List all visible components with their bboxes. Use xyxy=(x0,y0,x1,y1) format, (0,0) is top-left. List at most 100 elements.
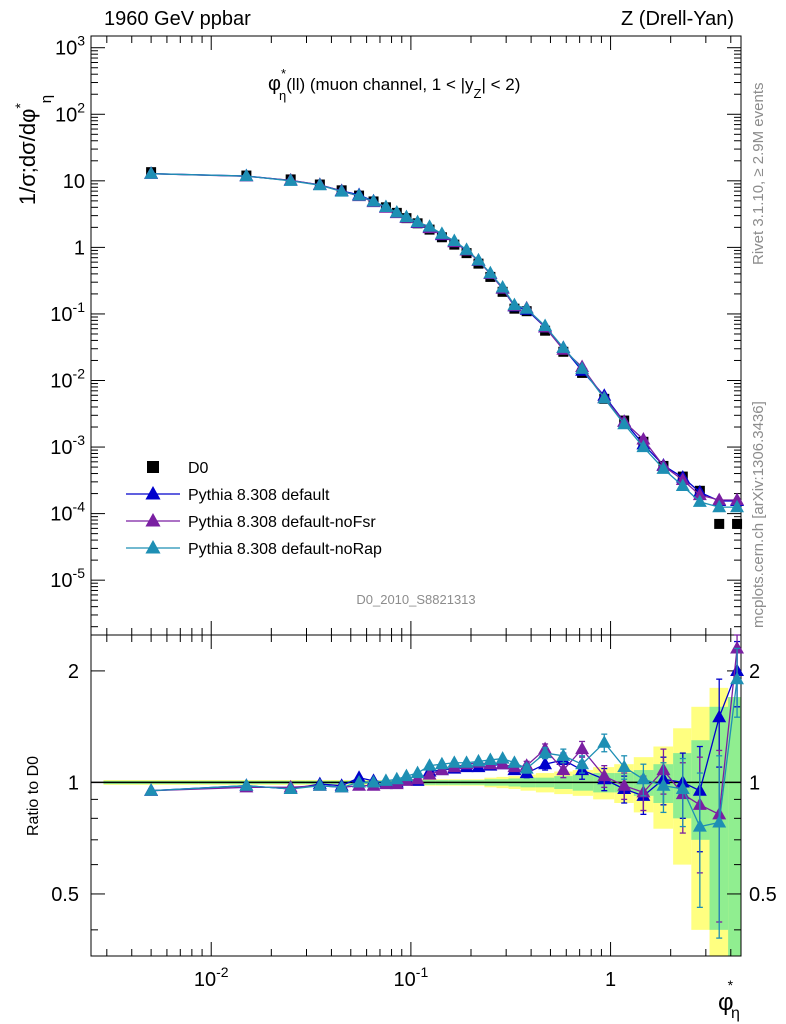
header-left: 1960 GeV ppbar xyxy=(104,8,251,30)
ratio-point xyxy=(434,756,449,770)
y-tick-label: 10-2 xyxy=(50,365,85,392)
series-mc-3 xyxy=(144,166,745,513)
ratio-y-tick-label-right: 0.5 xyxy=(749,884,777,906)
legend-label: Pythia 8.308 default-noFsr xyxy=(188,514,376,531)
data-point xyxy=(712,492,727,506)
y-tick-label: 10 xyxy=(63,171,85,193)
data-point xyxy=(538,318,553,331)
data-point xyxy=(636,439,651,453)
data-point xyxy=(366,194,381,207)
data-point xyxy=(447,233,462,246)
ratio-y-axis-ticks: 0.5 0.5 1 1 2 2 xyxy=(51,661,777,931)
legend-marker xyxy=(145,539,161,554)
ratio-point xyxy=(283,781,298,795)
x-tick-label: 10-1 xyxy=(394,964,429,991)
series-line xyxy=(151,173,738,508)
data-point xyxy=(495,280,510,293)
ratio-point xyxy=(389,771,404,785)
legend-label: Pythia 8.308 default-noRap xyxy=(188,541,382,558)
data-point xyxy=(575,361,590,374)
ratio-y-axis-title: Ratio to D0 xyxy=(25,756,42,836)
data-point xyxy=(483,265,498,279)
ratio-y-tick-label-left: 1 xyxy=(68,772,79,794)
x-axis-ticks: 10-2 10-1 1 xyxy=(106,36,732,991)
y-axis-title: 1/σ;dσ/dφ*η xyxy=(12,95,55,205)
legend: D0 Pythia 8.308 default Pythia 8.308 defau… xyxy=(126,460,382,558)
data-point xyxy=(636,432,651,445)
ratio-point xyxy=(730,640,745,654)
data-point xyxy=(656,461,671,474)
data-point xyxy=(334,184,349,197)
ratio-point xyxy=(597,735,612,748)
header-right: Z (Drell-Yan) xyxy=(621,8,734,30)
ratio-point xyxy=(422,758,437,771)
ratio-point xyxy=(459,755,474,768)
ratio-point xyxy=(507,755,522,768)
series-d0 xyxy=(146,167,743,529)
ratio-point xyxy=(636,771,651,785)
data-point xyxy=(507,297,522,311)
data-point xyxy=(730,492,745,506)
data-point xyxy=(714,518,725,529)
data-point xyxy=(675,478,690,492)
series-mc-2 xyxy=(144,166,745,506)
data-point xyxy=(352,188,367,201)
ratio-point xyxy=(617,778,632,791)
data-point xyxy=(692,494,707,507)
y-tick-label: 102 xyxy=(55,99,85,126)
legend-marker xyxy=(147,461,159,473)
ratio-point xyxy=(471,753,486,767)
ratio-point xyxy=(675,781,690,795)
y-tick-label: 10-1 xyxy=(50,299,85,326)
data-point xyxy=(556,340,571,353)
ratio-series-3 xyxy=(144,647,745,939)
ratio-point xyxy=(334,779,349,793)
data-point xyxy=(519,301,534,314)
x-tick-label: 10-2 xyxy=(194,964,229,991)
data-point xyxy=(410,214,425,228)
ratio-point xyxy=(538,756,553,770)
legend-label: D0 xyxy=(188,460,209,477)
x-axis-title: φ* η xyxy=(718,977,740,1022)
mcplots-label: mcplots.cern.ch [arXiv:1306.3436] xyxy=(750,401,767,628)
ratio-point xyxy=(556,748,571,761)
data-point xyxy=(422,219,437,232)
ratio-uncertainty-bands xyxy=(103,687,741,956)
data-point xyxy=(617,416,632,430)
y-tick-label: 10-5 xyxy=(50,565,85,592)
data-point xyxy=(692,487,707,501)
ratio-point xyxy=(239,778,254,791)
ratio-point xyxy=(312,778,327,791)
ratio-point xyxy=(538,745,553,759)
data-point xyxy=(434,226,449,239)
data-point xyxy=(471,252,486,266)
ratio-point xyxy=(378,773,393,786)
band-inner xyxy=(728,697,741,956)
ratio-point xyxy=(712,814,727,828)
ratio-point xyxy=(617,759,632,773)
legend-marker xyxy=(145,485,161,500)
data-point xyxy=(144,166,159,179)
ratio-y-tick-label-left: 2 xyxy=(68,661,79,683)
ratio-point xyxy=(495,751,510,764)
ratio-frame xyxy=(90,634,742,957)
data-point xyxy=(389,205,404,218)
data-point xyxy=(312,177,327,191)
data-point xyxy=(730,499,745,513)
ratio-y-tick-label-left: 0.5 xyxy=(51,884,79,906)
ratio-point xyxy=(352,774,367,788)
ratio-point xyxy=(692,819,707,832)
data-point xyxy=(712,499,727,513)
data-point xyxy=(732,518,743,529)
data-point xyxy=(283,173,298,186)
plot-title: φ* η(ll) (muon channel, 1 < |yZ| < 2) xyxy=(268,66,520,103)
ratio-point xyxy=(656,778,671,791)
y-tick-label: 1 xyxy=(74,237,85,259)
data-point xyxy=(378,199,393,212)
ratio-point xyxy=(483,752,498,765)
main-y-axis-ticks: 10-5 10-4 10-3 10-2 10-1 1 10 102 103 xyxy=(50,33,741,628)
ratio-point xyxy=(730,671,745,685)
ratio-point xyxy=(422,767,437,780)
legend-label: Pythia 8.308 default xyxy=(188,487,330,504)
